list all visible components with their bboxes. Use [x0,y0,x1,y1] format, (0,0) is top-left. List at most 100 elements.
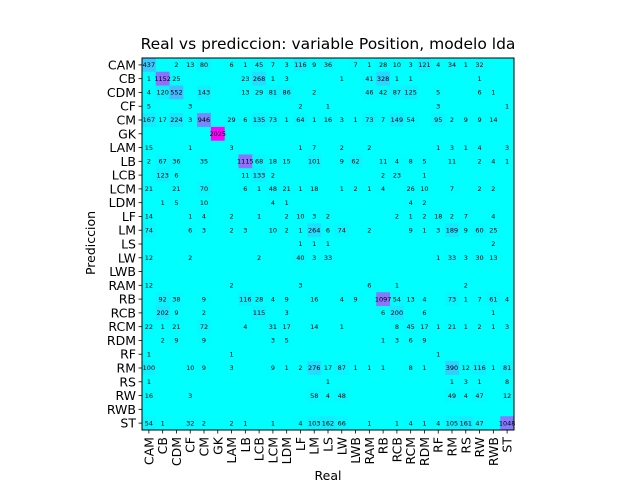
y-tick-label-CAM: CAM [108,57,136,72]
cell-value-CAM-CM: 80 [200,61,208,69]
cell-value-CM-LWB: 1 [353,116,357,124]
heatmap-cell-RM-LW [334,361,350,376]
heatmap-cell-LW-CM [197,250,212,266]
heatmap-cell-RCB-RDM [417,306,432,321]
heatmap-cell-labels: 437 2 13 80 6 1 45 7 3 116 9 36 7 1 28 10 3 121 4 34 1 321 115… [143,61,516,427]
cell-value-LM-RM: 189 [446,226,458,234]
heatmap-cell-LWB-LCB [252,264,267,279]
heatmap-cell-CF-LW [334,99,350,114]
heatmap-cell-CDM-LF [293,85,308,100]
heatmap-cell-RB-ST [500,292,515,307]
cell-value-LCB-CDM: 6 [174,171,178,179]
heatmap-cell-RF-RM [445,347,460,362]
heatmap-cell-CDM-RCM [403,85,418,100]
heatmap-cell-RM-LS [321,361,336,376]
cell-value-CB-RCB: 1 [395,75,399,83]
cell-value-LM-CF: 6 [188,226,192,234]
cell-value-CAM-RB: 28 [379,61,387,69]
cell-value-RS-RS: 3 [464,378,468,386]
cell-value-LDM-LCM: 4 [271,199,275,207]
heatmap-cell-RM-RCM [403,361,418,376]
heatmap-cell-RS-CDM [169,374,184,390]
heatmap-cell-GK-LCB [252,126,267,142]
heatmap-cell-RB-LWB [348,292,363,307]
heatmap-cell-RW-RB [376,388,391,403]
cell-value-RCM-ST: 3 [505,323,509,331]
heatmap-cell-RCM-CAM [142,319,157,334]
cell-value-RCB-CB: 202 [156,309,168,317]
heatmap-cell-CAM-LAM [224,58,239,73]
cell-value-ST-LF: 4 [298,419,302,427]
heatmap-cell-GK-LS [321,126,336,142]
cell-value-CB-CB: 1152 [154,75,171,83]
heatmap-cell-ST-RW [472,416,487,431]
heatmap-cell-RM-RS [458,361,474,376]
heatmap-cell-CM-LS [321,113,336,128]
heatmap-cell-RWB-CF [183,402,198,417]
cell-value-CDM-LCB: 29 [255,89,263,97]
heatmap-cell-RCM-RCB [390,319,405,334]
heatmap-cell-LF-RB [376,209,391,224]
heatmap-cell-CB-LS [321,71,336,86]
heatmap-cell-RWB-LCM [266,402,281,417]
heatmap-cell-CF-CDM [169,99,184,114]
heatmap-cell-RDM-RS [458,333,474,348]
heatmap-cell-RCM-LWB [348,319,363,334]
cell-value-RCM-RW: 2 [477,323,481,331]
heatmap-cell-LS-LB [238,237,253,252]
heatmap-cell-RM-RW [472,361,487,376]
cell-value-LAM-RF: 1 [436,144,440,152]
heatmap-cell-LAM-RW [472,140,487,155]
heatmap-cell-RWB-LAM [224,402,239,417]
heatmap-cell-RDM-CB [155,333,170,348]
cell-value-ST-CB: 1 [161,419,165,427]
heatmap-cell-LM-RCM [403,223,418,238]
heatmap-cell-RF-CB [155,347,170,362]
heatmap-cell-ST-CAM [142,416,157,431]
cell-value-RAM-LF: 3 [298,282,302,290]
heatmap-cell-CB-RB [376,71,391,86]
heatmap-cell-RAM-CAM [142,278,157,293]
heatmap-cell-CF-GK [210,99,226,114]
heatmap-cell-CF-RWB [486,99,501,114]
cell-value-ST-LAM: 2 [229,419,233,427]
heatmap-cell-LAM-LF [293,140,308,155]
heatmap-cell-RCM-RF [431,319,446,334]
heatmap-cell-LF-LCM [266,209,281,224]
heatmap-cell-RF-LWB [348,347,363,362]
heatmap-cell-RCB-LCM [266,306,281,321]
heatmap-cell-LW-RF [431,250,446,266]
heatmap-cell-RDM-LS [321,333,336,348]
heatmap-cell-ST-LW [334,416,350,431]
cell-value-RDM-CB: 2 [161,337,165,345]
heatmap-cell-LWB-LF [293,264,308,279]
heatmap-cell-LB-RCB [390,154,405,169]
heatmap-cell-RDM-RDM [417,333,432,348]
heatmap-cell-CDM-CF [183,85,198,100]
heatmap-cell-RB-RCM [403,292,418,307]
heatmap-cell-CM-LWB [348,113,363,128]
heatmap-cell-LCM-RDM [417,182,432,197]
heatmap-cell-LCM-LWB [348,182,363,197]
heatmap-cell-CF-RCB [390,99,405,114]
heatmap-cell-CAM-GK [210,58,226,73]
cell-value-RW-CAM: 16 [145,392,153,400]
heatmap-cell-RW-LF [293,388,308,403]
x-tick-label-RWB: RWB [486,437,501,466]
heatmap-cell-RAM-LB [238,278,253,293]
heatmap-cell-LCB-RCB [390,168,405,183]
heatmap-cell-RS-LDM [279,374,294,390]
heatmap-cell-LAM-LB [238,140,253,155]
heatmap-cell-ST-RS [458,416,474,431]
heatmap-cell-LM-LB [238,223,253,238]
heatmap-cell-LW-ST [500,250,515,266]
heatmap-cell-RAM-LF [293,278,308,293]
cell-value-LB-CAM: 2 [147,158,151,166]
cell-value-LCB-CB: 123 [156,171,168,179]
heatmap-cell-CAM-LDM [279,58,294,73]
cell-value-RB-RB: 1097 [375,295,392,303]
heatmap-cell-LW-LS [321,250,336,266]
heatmap-cell-RWB-RWB [486,402,501,417]
heatmap-cell-LCB-RCM [403,168,418,183]
heatmap-cell-LB-LF [293,154,308,169]
